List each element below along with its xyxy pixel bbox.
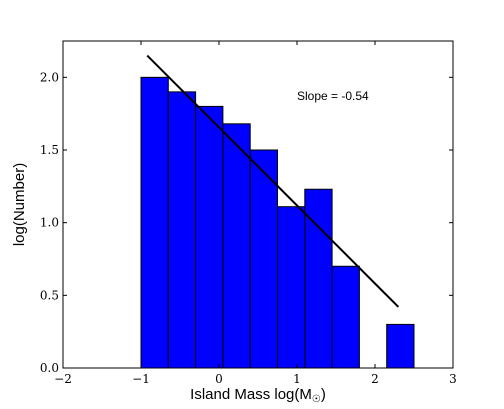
bar-2 <box>195 105 224 369</box>
bar-1 <box>167 91 197 369</box>
x-axis-label: Island Mass log(M☉) <box>190 386 326 405</box>
x-tick-label-1: −1 <box>132 372 150 386</box>
x-tick-label-4: 2 <box>371 372 379 386</box>
ticks-group: −2 −1 0 1 2 3 0.0 0.5 1.0 1.5 2.0 <box>40 41 457 386</box>
x-axis-label-sub: ☉ <box>312 394 321 405</box>
bars-group <box>140 76 415 369</box>
bar-0 <box>140 76 169 369</box>
x-axis-label-main: Island Mass log(M <box>190 386 312 403</box>
y-tick-label-3: 1.5 <box>40 143 59 157</box>
bar-4 <box>249 149 278 369</box>
plot-frame <box>62 40 454 369</box>
bar-7 <box>331 265 360 369</box>
x-tick-label-5: 3 <box>449 372 457 386</box>
x-tick-label-3: 1 <box>293 372 301 386</box>
y-tick-label-0: 0.0 <box>40 361 59 375</box>
x-axis-label-close: ) <box>321 386 326 403</box>
y-tick-label-1: 0.5 <box>40 288 59 302</box>
x-tick-label-0: −2 <box>54 372 72 386</box>
fit-line <box>146 54 400 308</box>
slope-annotation: Slope = -0.54 <box>297 89 369 103</box>
y-tick-label-2: 1.0 <box>40 216 59 230</box>
x-tick-label-2: 0 <box>215 372 223 386</box>
bar-8 <box>386 323 415 369</box>
y-axis-label: log(Number) <box>11 163 28 246</box>
y-tick-label-4: 2.0 <box>40 70 59 84</box>
bar-5 <box>277 206 306 369</box>
bar-3 <box>222 123 251 369</box>
